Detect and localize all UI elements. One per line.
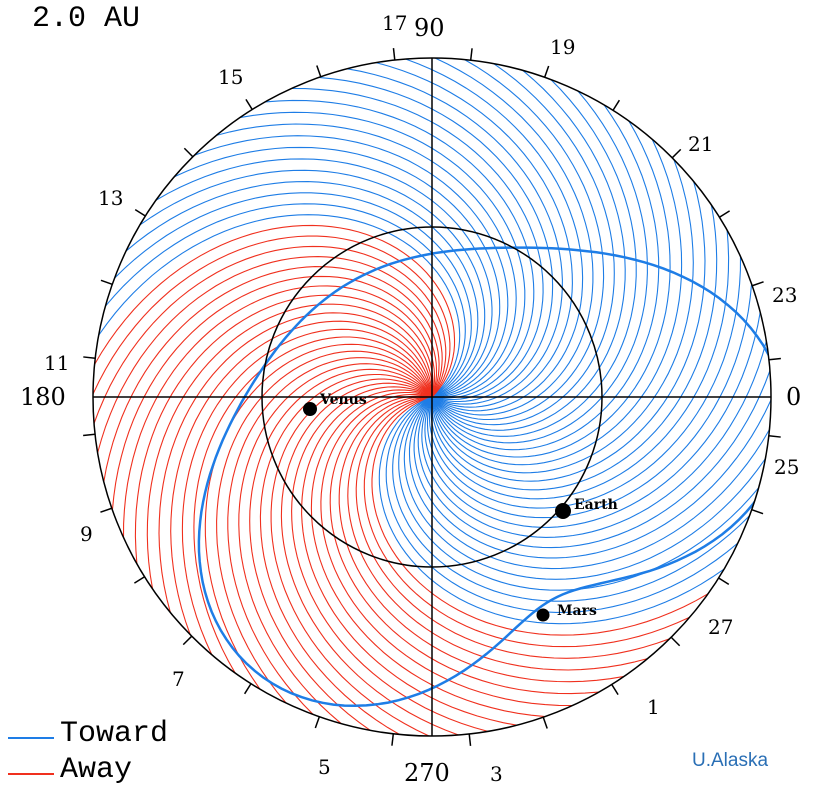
tick-mark xyxy=(245,98,253,110)
tick-mark xyxy=(671,148,682,159)
day-label-1: 1 xyxy=(647,695,660,719)
toward-field-line xyxy=(174,146,501,398)
earth-label: Earth xyxy=(574,497,618,513)
legend-swatch-away xyxy=(8,773,54,775)
tick-mark xyxy=(392,48,396,61)
toward-field-line xyxy=(318,76,554,403)
tick-mark xyxy=(100,279,113,286)
tick-mark xyxy=(718,577,730,586)
tick-mark xyxy=(316,65,322,78)
toward-field-line xyxy=(426,283,753,519)
tick-mark xyxy=(768,434,781,438)
tick-mark xyxy=(83,356,96,360)
angle-label-180: 180 xyxy=(20,383,66,411)
tick-mark xyxy=(391,733,395,746)
tick-mark xyxy=(100,507,113,513)
tick-mark xyxy=(134,208,146,217)
legend: Toward Away xyxy=(8,716,168,788)
away-field-line xyxy=(111,275,438,511)
tick-mark xyxy=(542,716,548,729)
angle-label-90: 90 xyxy=(414,14,445,42)
day-label-15: 15 xyxy=(218,65,243,89)
current-sheet-boundary xyxy=(197,246,771,708)
legend-swatch-toward xyxy=(8,737,54,739)
tick-mark xyxy=(133,576,145,584)
tick-mark xyxy=(543,65,550,78)
tick-mark xyxy=(469,48,473,61)
scale-label: 2.0 AU xyxy=(32,2,141,36)
tick-mark xyxy=(612,99,621,111)
day-label-21: 21 xyxy=(688,132,713,156)
axes xyxy=(92,57,772,737)
venus-marker xyxy=(303,402,317,416)
mars-marker xyxy=(536,608,550,622)
tick-mark xyxy=(314,716,321,729)
day-label-3: 3 xyxy=(490,762,503,786)
tick-mark xyxy=(670,636,681,647)
tick-mark xyxy=(751,508,764,515)
toward-field-line xyxy=(431,139,683,466)
legend-label-away: Away xyxy=(60,753,133,787)
day-label-25: 25 xyxy=(774,455,799,479)
tick-mark xyxy=(768,357,781,361)
day-label-5: 5 xyxy=(318,755,331,779)
day-label-19: 19 xyxy=(550,35,575,59)
tick-mark xyxy=(243,683,252,695)
tick-mark xyxy=(751,281,764,287)
legend-item-away: Away xyxy=(8,752,168,788)
toward-field-line xyxy=(431,79,637,437)
planets: Venus Earth Mars xyxy=(303,392,618,622)
toward-field-line xyxy=(392,396,750,602)
earth-marker xyxy=(555,503,571,519)
tick-mark xyxy=(611,684,619,696)
venus-label: Venus xyxy=(319,392,367,408)
tick-mark xyxy=(719,210,731,218)
labels: 0 90 180 270 1 3 5 7 9 11 13 15 17 19 21… xyxy=(20,11,801,787)
tick-marks xyxy=(83,48,781,746)
day-label-27: 27 xyxy=(708,615,733,639)
away-field-line xyxy=(310,391,546,718)
day-label-17: 17 xyxy=(382,11,407,35)
angle-label-270: 270 xyxy=(404,759,450,787)
tick-mark xyxy=(468,733,472,746)
day-label-7: 7 xyxy=(172,667,185,691)
credit-label: U.Alaska xyxy=(692,750,769,771)
away-field-line xyxy=(227,357,433,715)
day-label-23: 23 xyxy=(772,283,797,307)
tick-mark xyxy=(183,147,194,158)
away-field-line xyxy=(181,328,433,655)
away-field-line xyxy=(363,396,690,648)
tick-mark xyxy=(182,635,193,646)
legend-label-toward: Toward xyxy=(60,717,169,751)
legend-item-toward: Toward xyxy=(8,716,168,752)
mars-label: Mars xyxy=(557,603,597,619)
day-label-11: 11 xyxy=(44,351,69,375)
day-label-13: 13 xyxy=(98,186,123,210)
toward-field-line xyxy=(114,192,472,398)
tick-mark xyxy=(83,433,96,437)
day-label-9: 9 xyxy=(80,522,93,546)
angle-label-0: 0 xyxy=(786,383,801,411)
